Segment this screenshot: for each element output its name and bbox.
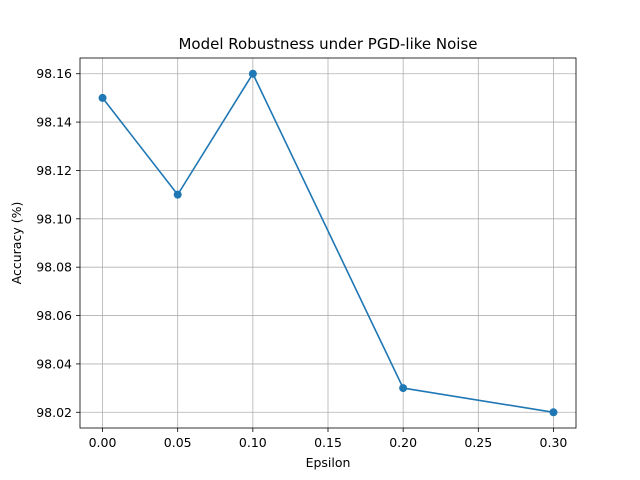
data-point bbox=[549, 408, 558, 417]
y-tick-label: 98.14 bbox=[36, 115, 72, 130]
plot-frame bbox=[79, 57, 577, 429]
y-tick-label: 98.08 bbox=[36, 260, 72, 275]
x-tick-label: 0.10 bbox=[239, 435, 267, 450]
x-tick-label: 0.05 bbox=[164, 435, 192, 450]
x-tick-label: 0.00 bbox=[89, 435, 117, 450]
y-tick-label: 98.10 bbox=[36, 211, 72, 226]
y-tick-label: 98.02 bbox=[36, 405, 72, 420]
data-point bbox=[248, 69, 257, 78]
series bbox=[98, 69, 558, 417]
data-point bbox=[399, 384, 408, 393]
x-axis-label: Epsilon bbox=[306, 455, 351, 470]
data-point bbox=[173, 190, 182, 199]
y-tick-label: 98.06 bbox=[36, 308, 72, 323]
x-tick-label: 0.30 bbox=[540, 435, 568, 450]
x-tick-label: 0.15 bbox=[314, 435, 342, 450]
y-tick-label: 98.12 bbox=[36, 163, 72, 178]
x-tick-label: 0.20 bbox=[389, 435, 417, 450]
data-point bbox=[98, 93, 107, 102]
x-tick-label: 0.25 bbox=[464, 435, 492, 450]
axis-ticks: 0.00 0.05 0.10 0.15 0.20 0.25 0.30 98.02 98.04 98… bbox=[36, 66, 567, 450]
chart-title: Model Robustness under PGD-like Noise bbox=[178, 35, 477, 53]
y-tick-label: 98.16 bbox=[36, 66, 72, 81]
grid bbox=[80, 58, 576, 428]
y-axis-label: Accuracy (%) bbox=[9, 202, 24, 285]
y-tick-label: 98.04 bbox=[36, 356, 72, 371]
